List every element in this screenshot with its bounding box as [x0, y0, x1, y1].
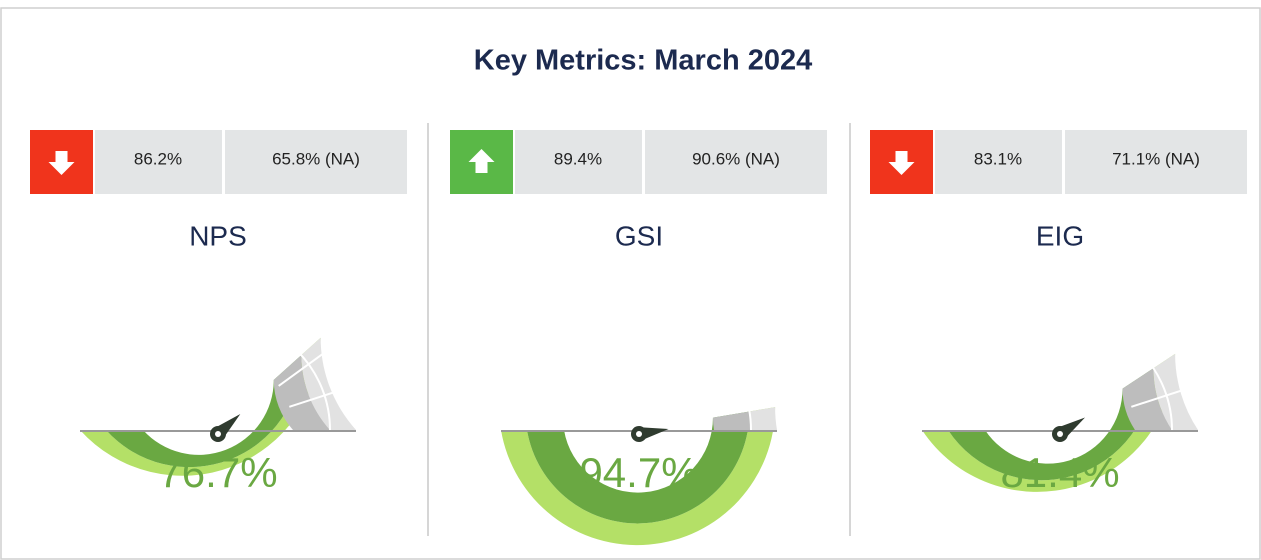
gauge-divider: [977, 316, 1017, 370]
gauge-ring-divider: [105, 317, 331, 431]
current-value: 89.4%: [554, 149, 602, 168]
current-value: 83.1%: [974, 149, 1022, 168]
gauge-title: GSI: [615, 220, 663, 251]
gauge-divider: [710, 386, 772, 408]
gauge-title: EIG: [1036, 220, 1084, 251]
gauge-hub-dot: [1057, 431, 1063, 437]
gauge-value: 94.7%: [579, 449, 698, 496]
gauge-divider: [946, 347, 1000, 387]
gauge-value: 76.7%: [158, 449, 277, 496]
gauge-divider: [1131, 386, 1193, 408]
comparison-box: [225, 130, 407, 194]
dashboard-title: Key Metrics: March 2024: [474, 45, 813, 77]
gauge-inner-rest: [1122, 368, 1172, 430]
comparison-value: 65.8% (NA): [272, 149, 360, 168]
gauge-divider: [278, 347, 332, 387]
gauge-hub-dot: [636, 431, 642, 437]
trend-arrow: [468, 149, 495, 173]
gauge-outer-rest: [301, 337, 356, 430]
gauge-divider: [1103, 316, 1143, 370]
gauge-divider: [525, 347, 579, 387]
gauge-inner-rest: [273, 355, 330, 430]
gauge-outer-rest: [749, 407, 777, 430]
gauge-divider: [85, 386, 147, 408]
gauge-divider: [927, 386, 989, 408]
gauge-ring-divider: [526, 317, 752, 431]
gauge-divider: [595, 297, 617, 359]
gauge-divider: [1016, 297, 1038, 359]
gauge-hub-dot: [215, 431, 221, 437]
gauge-divider: [506, 386, 568, 408]
gauge-divider: [699, 347, 753, 387]
trend-arrow: [48, 151, 75, 175]
comparison-box: [645, 130, 827, 194]
gauge-title: NPS: [189, 220, 247, 251]
gauge-inner-fill: [948, 368, 1154, 481]
gauge-value: 81.4%: [1000, 449, 1119, 496]
comparison-box: [1065, 130, 1247, 194]
current-value: 86.2%: [134, 149, 182, 168]
gauge-inner-fill: [106, 355, 302, 468]
current-box: [935, 130, 1062, 194]
comparison-value: 90.6% (NA): [692, 149, 780, 168]
gauge-divider: [1082, 297, 1104, 359]
gauge-divider: [682, 316, 722, 370]
gauge-inner-fill: [527, 411, 750, 524]
gauge-inner-rest: [712, 411, 751, 430]
gauge-divider: [289, 386, 351, 408]
gauge-divider: [240, 297, 262, 359]
gauge-divider: [556, 316, 596, 370]
gauge-divider: [135, 316, 175, 370]
gauge-divider: [1120, 347, 1174, 387]
current-box: [515, 130, 642, 194]
gauge-divider: [661, 297, 683, 359]
gauge-ring-divider: [947, 317, 1173, 431]
current-box: [95, 130, 222, 194]
gauge-outer-fill: [501, 407, 776, 546]
gauge-divider: [174, 297, 196, 359]
gauge-divider: [104, 347, 158, 387]
gauge-outer-fill: [922, 353, 1176, 492]
comparison-value: 71.1% (NA): [1112, 149, 1200, 168]
trend-arrow: [888, 151, 915, 175]
gauge-divider: [261, 316, 301, 370]
